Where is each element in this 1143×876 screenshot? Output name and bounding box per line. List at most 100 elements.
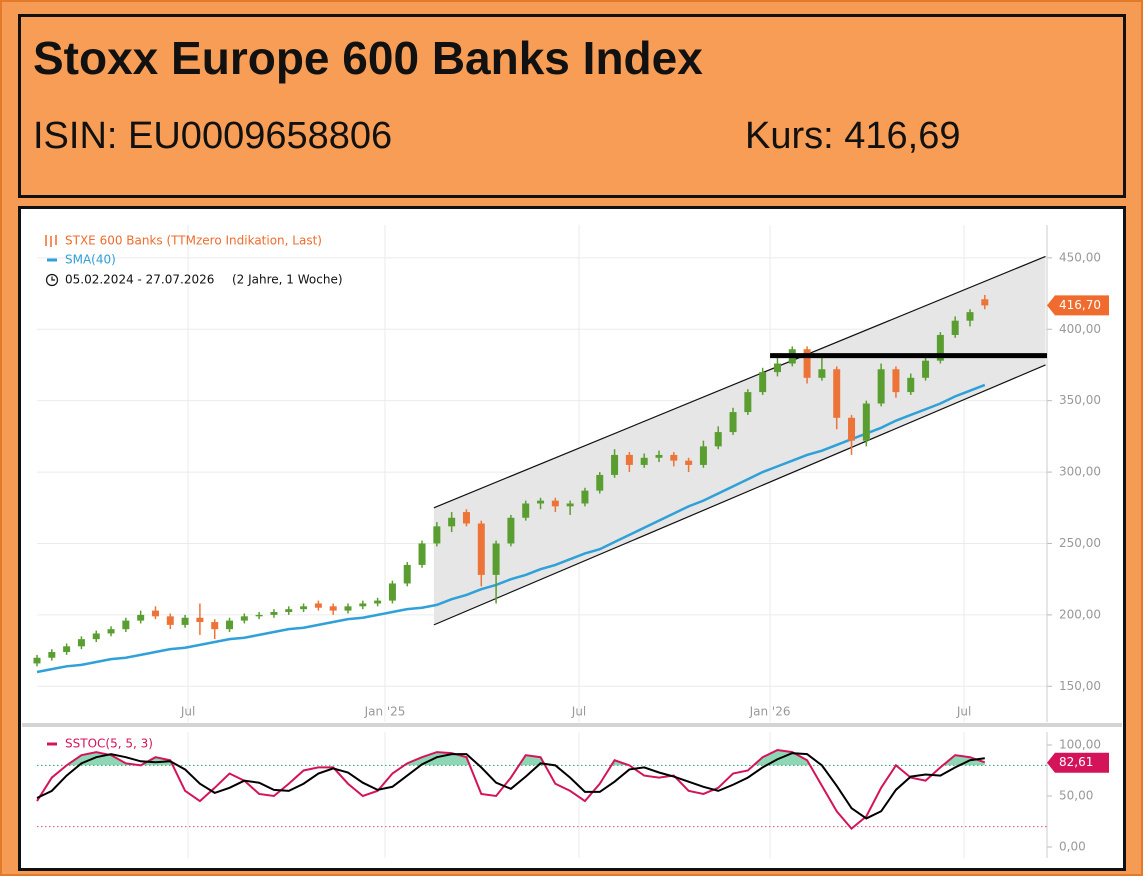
candle-body (418, 543, 426, 565)
candle-body (270, 612, 278, 615)
candle-body (685, 460, 693, 465)
candle-body (92, 633, 100, 640)
candle-body (611, 454, 619, 475)
candle-body (314, 603, 322, 608)
oscillator-line (36, 752, 985, 820)
candle-body (211, 622, 219, 630)
candle-body (448, 517, 456, 527)
y-tick-label: 50,00 (1059, 788, 1093, 802)
candle-icon (45, 235, 57, 247)
period: (2 Jahre, 1 Woche) (232, 273, 343, 287)
candle-body (33, 657, 41, 664)
candle-body (892, 369, 900, 393)
candle-body (477, 523, 485, 575)
candle-body (699, 446, 707, 465)
candle-body (63, 646, 71, 653)
candle-body (862, 403, 870, 441)
oscillator-panel: 0,00 50,00 100,00 82,61 (36, 732, 1109, 858)
candle-body (966, 312, 974, 321)
candle-body (255, 614, 263, 617)
candle-body (877, 369, 885, 404)
overbought-fill (37, 750, 985, 766)
y-tick-label: 450,00 (1059, 250, 1101, 264)
isin: ISIN: EU0009658806 (33, 115, 392, 157)
candle-body (551, 500, 559, 507)
candle-body (818, 369, 826, 378)
candle-body (329, 606, 337, 611)
title: Stoxx Europe 600 Banks Index (33, 32, 703, 84)
price-tag (1047, 295, 1109, 316)
channel-line (433, 364, 1046, 626)
y-tick-label: 350,00 (1059, 393, 1101, 407)
candle-body (981, 299, 989, 306)
candle-body (596, 474, 604, 491)
legend: STXE 600 Banks (TTMzero Indikation, Last… (45, 234, 343, 751)
candle-body (714, 432, 722, 447)
candle-body (151, 610, 159, 617)
legend-sstoc: SSTOC(5, 5, 3) (65, 737, 153, 751)
candle-body (951, 320, 959, 335)
candle-body (359, 603, 367, 607)
sma-line (36, 383, 986, 674)
candle-body (936, 334, 944, 361)
oscillator-line (36, 749, 986, 831)
candle-body (107, 629, 115, 634)
price-tag-label: 416,70 (1059, 298, 1101, 312)
channel-area (433, 256, 1046, 625)
candle-body (196, 617, 204, 623)
candle-body (922, 360, 930, 378)
candle-body (537, 500, 545, 504)
legend-main: STXE 600 Banks (TTMzero Indikation, Last… (65, 234, 322, 248)
x-tick-label: Jan '25 (364, 705, 406, 719)
x-tick-label: Jul (571, 705, 586, 719)
y-tick-label: 250,00 (1059, 536, 1101, 550)
candle-body (670, 454, 678, 461)
y-tick-label: 0,00 (1059, 839, 1086, 853)
candle-body (833, 369, 841, 418)
candle-body (77, 639, 85, 647)
candle-body (522, 503, 530, 518)
candle-body (462, 512, 470, 524)
candle-body (285, 609, 293, 613)
candle-body (581, 490, 589, 504)
y-tick-label: 100,00 (1059, 737, 1101, 751)
candle-body (625, 454, 633, 465)
price-tag-label: 82,61 (1059, 755, 1093, 769)
price-tag (1047, 752, 1109, 773)
candle-body (226, 620, 234, 630)
candle-body (240, 616, 248, 621)
candle-body (166, 616, 174, 625)
y-tick-label: 400,00 (1059, 322, 1101, 336)
candle-body (759, 372, 767, 393)
candle-body (300, 606, 308, 610)
candle-body (181, 617, 189, 625)
candle-body (803, 349, 811, 378)
candle-body (374, 600, 382, 604)
candle-body (744, 392, 752, 413)
header-box (18, 14, 1126, 198)
candle-body (507, 517, 515, 544)
price: Kurs: 416,69 (745, 115, 960, 157)
candle-body (137, 614, 145, 621)
x-tick-label: Jan '26 (749, 705, 791, 719)
candle-body (433, 526, 441, 544)
x-tick-label: Jul (956, 705, 971, 719)
clock-icon (45, 273, 59, 287)
x-tick-label: Jul (180, 705, 195, 719)
candle-body (566, 503, 574, 507)
date-range: 05.02.2024 - 27.07.2026 (65, 273, 214, 287)
candle-body (773, 363, 781, 373)
candle-body (848, 417, 856, 441)
candle-body (403, 564, 411, 584)
candle-body (655, 454, 663, 458)
legend-sma: SMA(40) (65, 253, 116, 267)
candle-body (48, 652, 56, 658)
candle-body (640, 457, 648, 465)
candle-body (492, 543, 500, 575)
candle-body (907, 377, 915, 393)
candle-body (344, 606, 352, 611)
channel-line (433, 255, 1046, 509)
y-tick-label: 150,00 (1059, 679, 1101, 693)
